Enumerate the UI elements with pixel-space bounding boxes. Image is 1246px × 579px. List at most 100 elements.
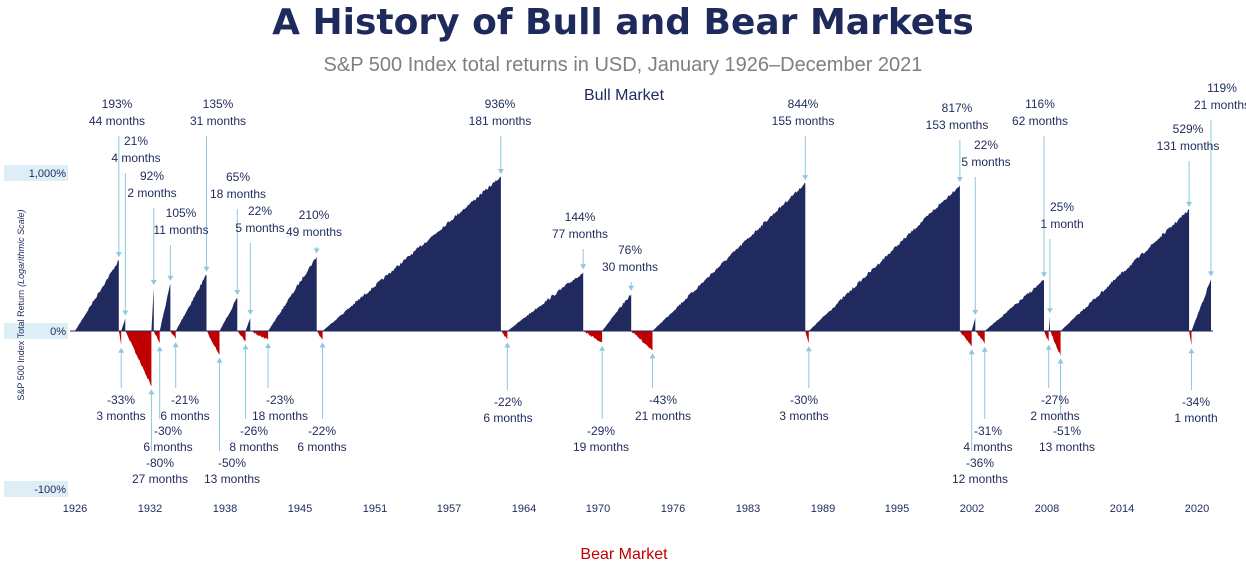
market-areas bbox=[75, 176, 1211, 387]
bull-leader-arrow bbox=[497, 168, 504, 174]
bull-duration-label: 4 months bbox=[111, 151, 160, 165]
bear-return-label: -23% bbox=[266, 393, 294, 407]
bull-market-area bbox=[159, 283, 171, 331]
bull-return-label: 135% bbox=[203, 97, 234, 111]
bull-leader-arrow bbox=[580, 264, 587, 270]
bear-duration-label: 13 months bbox=[204, 472, 260, 486]
bear-duration-label: 6 months bbox=[297, 440, 346, 454]
bear-leader-arrow bbox=[148, 389, 155, 395]
bear-leader-arrow bbox=[805, 346, 812, 352]
bear-duration-label: 1 month bbox=[1174, 411, 1217, 425]
bull-return-label: 65% bbox=[226, 170, 250, 184]
chart-title: A History of Bull and Bear Markets bbox=[272, 2, 974, 43]
chart-subtitle: S&P 500 Index total returns in USD, Janu… bbox=[323, 54, 923, 76]
bear-return-label: -27% bbox=[1041, 393, 1069, 407]
bull-return-label: 22% bbox=[974, 138, 998, 152]
bear-return-label: -34% bbox=[1182, 395, 1210, 409]
bull-leader-arrow bbox=[1208, 271, 1214, 277]
bear-leader-arrow bbox=[265, 342, 272, 348]
bear-return-label: -22% bbox=[308, 424, 336, 438]
bear-market-area bbox=[975, 331, 985, 344]
x-axis-ticks: 1926 1932 1938 1945 1951 1957 1964 1970 1976 1983… bbox=[63, 503, 1209, 515]
bear-market-area bbox=[959, 331, 972, 347]
bull-return-label: 529% bbox=[1173, 122, 1204, 136]
bull-leader-arrow bbox=[802, 175, 809, 181]
bear-return-label: -80% bbox=[146, 456, 174, 470]
bull-market-area bbox=[1060, 209, 1190, 331]
bear-return-label: -31% bbox=[974, 424, 1002, 438]
bull-return-label: 92% bbox=[140, 169, 164, 183]
bull-duration-label: 131 months bbox=[1157, 139, 1220, 153]
bull-market-area bbox=[121, 318, 126, 331]
x-tick-label: 1951 bbox=[363, 503, 387, 515]
x-tick-label: 1964 bbox=[512, 503, 536, 515]
bull-return-label: 21% bbox=[124, 134, 148, 148]
bull-return-label: 936% bbox=[485, 97, 516, 111]
y-tick-bands bbox=[4, 165, 68, 497]
bear-leader-arrow bbox=[1045, 344, 1052, 350]
bull-market-area bbox=[652, 183, 806, 331]
y-tick-band bbox=[4, 165, 68, 181]
bull-market-label: Bull Market bbox=[584, 87, 665, 104]
bull-return-label: 817% bbox=[942, 101, 973, 115]
bull-leader-arrow bbox=[972, 309, 979, 315]
y-axis-label-main: S&P 500 Index Total Return bbox=[16, 290, 26, 401]
bull-leader-arrow bbox=[167, 275, 174, 281]
bull-duration-label: 181 months bbox=[469, 114, 532, 128]
bull-leader-arrow bbox=[1046, 308, 1053, 314]
bull-return-label: 119% bbox=[1207, 81, 1237, 95]
y-axis-label-note: (Logarithmic Scale) bbox=[16, 209, 26, 287]
bull-market-area bbox=[322, 176, 501, 331]
bear-return-label: -51% bbox=[1053, 424, 1081, 438]
x-tick-label: 2002 bbox=[960, 503, 984, 515]
bull-duration-label: 155 months bbox=[772, 114, 835, 128]
bear-duration-label: 2 months bbox=[1030, 409, 1079, 423]
bear-return-label: -43% bbox=[649, 393, 677, 407]
bear-duration-label: 12 months bbox=[952, 472, 1008, 486]
bear-return-label: -50% bbox=[218, 456, 246, 470]
bear-leader-arrow bbox=[649, 353, 656, 359]
bull-market-area bbox=[507, 272, 584, 331]
bear-leader-arrow bbox=[172, 342, 179, 348]
bear-market-area bbox=[500, 331, 508, 340]
bull-duration-label: 44 months bbox=[89, 114, 145, 128]
bear-duration-label: 21 months bbox=[635, 409, 691, 423]
bear-market-area bbox=[118, 331, 122, 345]
bear-market-area bbox=[250, 331, 269, 340]
bull-leader-arrow bbox=[628, 285, 635, 291]
bull-leader-arrow bbox=[1186, 201, 1193, 207]
bull-leader-arrow bbox=[122, 310, 129, 316]
y-axis-label: S&P 500 Index Total Return (Logarithmic S… bbox=[16, 209, 26, 400]
x-tick-label: 2008 bbox=[1035, 503, 1059, 515]
bull-duration-label: 1 month bbox=[1040, 217, 1083, 231]
bull-leader-arrow bbox=[150, 280, 157, 286]
bull-duration-label: 11 months bbox=[153, 223, 208, 237]
bull-leader-arrow bbox=[234, 290, 241, 296]
bear-duration-label: 3 months bbox=[779, 409, 828, 423]
bear-return-label: -22% bbox=[494, 395, 522, 409]
bull-market-area bbox=[151, 288, 154, 331]
bull-market-area bbox=[219, 298, 238, 331]
bull-duration-label: 5 months bbox=[961, 155, 1010, 169]
bull-leader-arrow bbox=[203, 266, 210, 272]
bull-leader-arrow bbox=[247, 309, 254, 315]
y-tick-label: 0% bbox=[50, 326, 66, 338]
bear-market-label: Bear Market bbox=[580, 546, 668, 563]
bull-market-area bbox=[602, 293, 632, 331]
bear-return-label: -21% bbox=[171, 393, 199, 407]
bull-market-area bbox=[984, 280, 1044, 331]
x-tick-label: 1976 bbox=[661, 503, 685, 515]
bull-duration-label: 31 months bbox=[190, 114, 246, 128]
y-axis-ticks: 1,000% 0% -100% bbox=[29, 168, 67, 496]
bull-duration-label: 5 months bbox=[235, 221, 284, 235]
bull-market-area bbox=[1191, 279, 1211, 331]
bear-market-area bbox=[237, 331, 246, 342]
bear-leader-arrow bbox=[504, 342, 511, 348]
x-tick-label: 1983 bbox=[736, 503, 760, 515]
bull-market-area bbox=[808, 185, 960, 331]
bear-return-label: -30% bbox=[154, 424, 182, 438]
bull-leader-arrow bbox=[956, 176, 963, 182]
x-tick-label: 2020 bbox=[1185, 503, 1209, 515]
bull-market-area bbox=[268, 256, 317, 331]
bear-leader-arrow bbox=[118, 347, 125, 353]
